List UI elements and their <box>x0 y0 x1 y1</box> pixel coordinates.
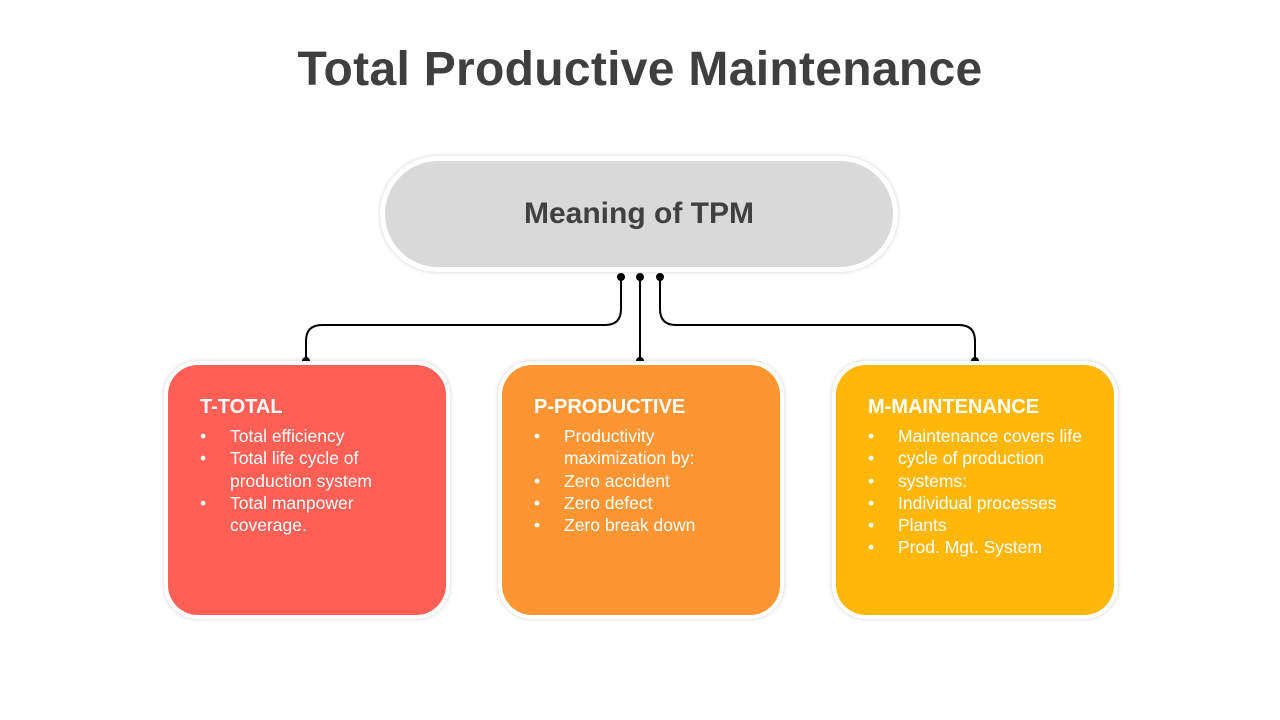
card-total: T-TOTAL • Total efficiency • Total life cy… <box>164 361 450 619</box>
list-item: • Zero accident <box>534 470 760 492</box>
card-maintenance: M-MAINTENANCE • Maintenance covers life •… <box>832 361 1118 619</box>
list-item-text: Zero break down <box>564 515 696 536</box>
bullet-icon: • <box>200 492 207 513</box>
list-item: • systems: <box>868 470 1094 492</box>
card-maintenance-list: • Maintenance covers life • cycle of produ… <box>868 425 1094 559</box>
page-title: Total Productive Maintenance <box>297 43 983 96</box>
connector-dot <box>617 273 625 281</box>
card-productive-title: P-PRODUCTIVE <box>534 396 686 418</box>
bullet-icon: • <box>868 537 875 558</box>
card-productive-list: • Productivity maximization by: • Zero acc… <box>534 425 760 536</box>
list-item: • Prod. Mgt. System <box>868 536 1094 558</box>
card-maintenance-body: M-MAINTENANCE • Maintenance covers life •… <box>836 365 1114 615</box>
list-item: • Plants <box>868 514 1094 536</box>
list-item: • Zero break down <box>534 514 760 536</box>
bullet-icon: • <box>534 470 541 491</box>
bullet-icon: • <box>868 470 875 491</box>
list-item: • cycle of production <box>868 447 1094 469</box>
card-productive: P-PRODUCTIVE • Productivity maximization … <box>498 361 784 619</box>
list-item: • Total manpower coverage. <box>200 492 426 537</box>
list-item-text: systems: <box>898 470 968 491</box>
card-total-body: T-TOTAL • Total efficiency • Total life cy… <box>168 365 446 615</box>
connector-dot <box>656 273 664 281</box>
list-item-text: Plants <box>898 515 947 536</box>
bullet-icon: • <box>200 426 207 446</box>
card-total-title: T-TOTAL <box>200 396 283 418</box>
list-item-text: Individual processes <box>898 492 1057 513</box>
bullet-icon: • <box>868 426 875 446</box>
bullet-icon: • <box>200 448 207 469</box>
connector-left <box>305 277 622 361</box>
list-item-text: Maintenance covers life <box>898 426 1082 446</box>
list-item-text: Prod. Mgt. System <box>898 537 1042 558</box>
list-item-text: Zero accident <box>564 470 671 491</box>
card-maintenance-title: M-MAINTENANCE <box>868 396 1040 418</box>
list-item: • Maintenance covers life <box>868 425 1094 447</box>
list-item: • Zero defect <box>534 492 760 514</box>
list-item: • Individual processes <box>868 492 1094 514</box>
list-item: • Total efficiency <box>200 425 426 447</box>
list-item-text: Zero defect <box>564 492 653 513</box>
bullet-icon: • <box>534 515 541 536</box>
hub-label: Meaning of TPM <box>524 197 754 230</box>
bullet-icon: • <box>868 448 875 469</box>
bullet-icon: • <box>868 515 875 536</box>
bullet-icon: • <box>534 492 541 513</box>
list-item-text: Total efficiency <box>230 426 345 446</box>
bullet-icon: • <box>868 492 875 513</box>
list-item-text: Total life cycle of production system <box>230 448 373 491</box>
hub-node: Meaning of TPM <box>380 156 898 272</box>
list-item-text: Total manpower coverage. <box>230 492 354 536</box>
card-total-list: • Total efficiency • Total life cycle of p… <box>200 425 426 536</box>
card-productive-body: P-PRODUCTIVE • Productivity maximization … <box>502 365 780 615</box>
list-item-text: Productivity maximization by: <box>564 426 695 469</box>
list-item-text: cycle of production <box>898 448 1044 469</box>
hub-pill: Meaning of TPM <box>385 161 893 267</box>
connector-dot <box>636 273 644 281</box>
bullet-icon: • <box>534 426 541 446</box>
list-item: • Productivity maximization by: <box>534 425 760 470</box>
list-item: • Total life cycle of production system <box>200 447 426 492</box>
connector-right <box>659 277 976 361</box>
